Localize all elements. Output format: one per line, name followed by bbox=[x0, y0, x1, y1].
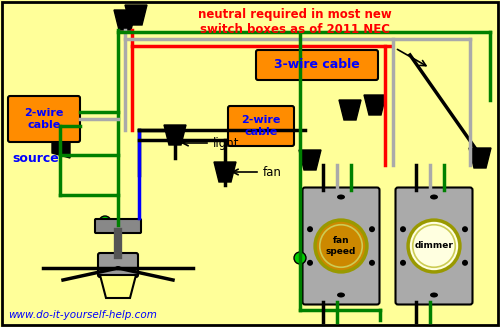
Circle shape bbox=[320, 225, 362, 267]
Circle shape bbox=[400, 226, 406, 232]
Circle shape bbox=[99, 216, 111, 228]
Text: neutral required in most new
switch boxes as of 2011 NEC: neutral required in most new switch boxe… bbox=[198, 8, 392, 36]
Polygon shape bbox=[164, 125, 186, 145]
Circle shape bbox=[400, 260, 406, 266]
Text: 3-wire cable: 3-wire cable bbox=[274, 59, 360, 72]
Polygon shape bbox=[125, 5, 147, 25]
Polygon shape bbox=[100, 275, 136, 298]
Ellipse shape bbox=[337, 195, 345, 199]
Polygon shape bbox=[469, 148, 491, 168]
Polygon shape bbox=[114, 10, 136, 30]
Circle shape bbox=[408, 220, 460, 272]
Circle shape bbox=[412, 225, 456, 267]
Circle shape bbox=[369, 260, 375, 266]
Polygon shape bbox=[299, 150, 321, 170]
Text: source: source bbox=[12, 152, 60, 165]
Text: dimmer: dimmer bbox=[414, 242, 454, 250]
Circle shape bbox=[369, 226, 375, 232]
Ellipse shape bbox=[337, 292, 345, 298]
FancyBboxPatch shape bbox=[95, 219, 141, 233]
Text: www.do-it-yourself-help.com: www.do-it-yourself-help.com bbox=[8, 310, 157, 320]
Ellipse shape bbox=[430, 195, 438, 199]
FancyBboxPatch shape bbox=[396, 187, 472, 304]
FancyBboxPatch shape bbox=[228, 106, 294, 146]
Text: fan: fan bbox=[263, 165, 282, 179]
FancyBboxPatch shape bbox=[98, 253, 138, 277]
Text: light: light bbox=[213, 136, 240, 149]
Circle shape bbox=[315, 220, 367, 272]
Text: 2-wire
cable: 2-wire cable bbox=[24, 108, 64, 130]
FancyBboxPatch shape bbox=[302, 187, 380, 304]
Ellipse shape bbox=[430, 292, 438, 298]
Text: 2-wire
cable: 2-wire cable bbox=[242, 115, 281, 137]
Text: fan
speed: fan speed bbox=[326, 236, 356, 256]
FancyBboxPatch shape bbox=[8, 96, 80, 142]
Polygon shape bbox=[339, 100, 361, 120]
Circle shape bbox=[462, 226, 468, 232]
Circle shape bbox=[462, 260, 468, 266]
Circle shape bbox=[307, 260, 313, 266]
Polygon shape bbox=[52, 138, 70, 158]
FancyBboxPatch shape bbox=[256, 50, 378, 80]
Polygon shape bbox=[364, 95, 386, 115]
Polygon shape bbox=[214, 162, 236, 182]
Circle shape bbox=[307, 226, 313, 232]
Circle shape bbox=[294, 252, 306, 264]
